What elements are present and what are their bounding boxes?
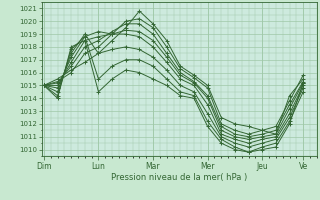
X-axis label: Pression niveau de la mer( hPa ): Pression niveau de la mer( hPa ) — [111, 173, 247, 182]
